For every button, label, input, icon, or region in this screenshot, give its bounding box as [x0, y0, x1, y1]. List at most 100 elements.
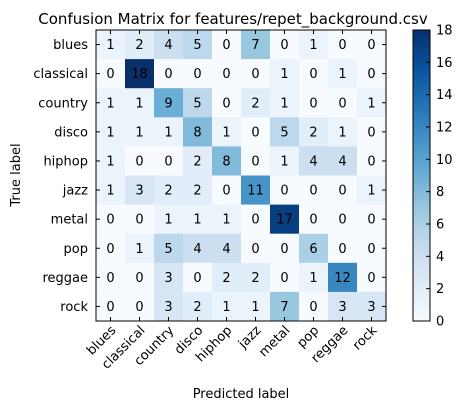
cell-value: 1 [251, 300, 259, 315]
colorbar-tick-label: 6 [436, 218, 444, 233]
matrix-cell [299, 291, 329, 322]
matrix-cell [328, 88, 358, 118]
colorbar-tick-label: 12 [436, 121, 453, 136]
cell-value: 0 [106, 213, 114, 228]
matrix-cell [125, 30, 155, 60]
y-axis-label: True label [9, 143, 24, 207]
cell-value: 4 [222, 242, 230, 257]
matrix-cell [357, 146, 387, 176]
row-label: hiphop [43, 154, 88, 169]
matrix-cell [125, 146, 155, 176]
cell-value: 2 [135, 38, 143, 53]
matrix-cell [154, 175, 184, 206]
cell-value: 0 [135, 300, 143, 315]
cell-value: 5 [164, 242, 172, 257]
matrix-cell [241, 88, 271, 118]
matrix-cell [357, 291, 387, 322]
cell-value: 0 [280, 271, 288, 286]
colorbar-ticks: 0 2 4 6 8 10 12 14 16 18 [426, 24, 453, 330]
matrix-cell [125, 117, 155, 147]
cell-value: 0 [135, 271, 143, 286]
matrix-cell [299, 233, 329, 264]
cell-value: 0 [367, 213, 375, 228]
matrix-cell [125, 175, 155, 206]
cell-value: 1 [309, 38, 317, 53]
cell-value: 0 [280, 184, 288, 199]
cell-value: 0 [106, 271, 114, 286]
cell-value: 0 [193, 271, 201, 286]
matrix-cell [241, 262, 271, 293]
cell-value: 1 [280, 154, 288, 169]
cell-value: 1 [280, 67, 288, 82]
cell-value: 1 [338, 125, 346, 140]
matrix-cell [154, 30, 184, 60]
row-label: disco [54, 125, 88, 140]
cell-value: 5 [193, 38, 201, 53]
cell-value: 11 [247, 184, 264, 199]
matrix-cell [183, 204, 213, 235]
cell-value: 2 [193, 300, 201, 315]
matrix-cell [183, 233, 213, 264]
cell-value: 3 [367, 300, 375, 315]
matrix-cell [96, 146, 126, 176]
colorbar-tick-label: 0 [436, 315, 444, 330]
row-label: jazz [62, 184, 88, 199]
cell-value: 0 [367, 271, 375, 286]
cell-value: 0 [309, 96, 317, 111]
cell-value: 18 [131, 67, 148, 82]
row-label: classical [33, 67, 88, 82]
matrix-cell [183, 30, 213, 60]
cell-value: 1 [367, 184, 375, 199]
cell-value: 3 [164, 271, 172, 286]
cell-value: 1 [222, 300, 230, 315]
matrix-cell [270, 204, 300, 235]
matrix-cell [357, 204, 387, 235]
matrix-cell [183, 291, 213, 322]
cell-value: 2 [164, 184, 172, 199]
cell-value: 0 [367, 242, 375, 257]
colorbar [412, 29, 431, 322]
cell-value: 0 [309, 213, 317, 228]
matrix-cell [328, 262, 358, 293]
matrix-cell [154, 291, 184, 322]
cell-value: 0 [106, 242, 114, 257]
cell-value: 1 [106, 154, 114, 169]
matrix-cell [241, 146, 271, 176]
cell-value: 1 [280, 96, 288, 111]
matrix-cell [241, 30, 271, 60]
cell-value: 1 [106, 125, 114, 140]
cell-value: 5 [280, 125, 288, 140]
matrix-cell [299, 117, 329, 147]
matrix-cell [328, 146, 358, 176]
cell-value: 0 [367, 125, 375, 140]
matrix-cell [299, 175, 329, 206]
row-label: country [38, 96, 88, 111]
cell-value: 0 [338, 184, 346, 199]
matrix-cell [357, 233, 387, 264]
matrix-cell [125, 59, 155, 89]
cell-value: 0 [164, 154, 172, 169]
matrix-cell [357, 175, 387, 206]
cell-value: 0 [367, 67, 375, 82]
cell-value: 0 [251, 67, 259, 82]
matrix-cell [154, 117, 184, 147]
column-label: metal [256, 323, 293, 360]
matrix-cell [270, 291, 300, 322]
matrix-cell [96, 233, 126, 264]
matrix-cell [96, 88, 126, 118]
matrix-cell [299, 146, 329, 176]
cell-value: 0 [367, 38, 375, 53]
cell-value: 2 [193, 184, 201, 199]
cell-value: 4 [309, 154, 317, 169]
matrix-cell [299, 204, 329, 235]
row-label: reggae [42, 271, 88, 286]
matrix-cell [270, 59, 300, 89]
x-axis-label: Predicted label [193, 387, 290, 402]
matrix-cell [328, 30, 358, 60]
matrix-cell [96, 262, 126, 293]
matrix-cell [125, 262, 155, 293]
cell-value: 2 [193, 154, 201, 169]
cell-value: 1 [106, 38, 114, 53]
matrix-cell [212, 117, 242, 147]
matrix-cell [96, 117, 126, 147]
